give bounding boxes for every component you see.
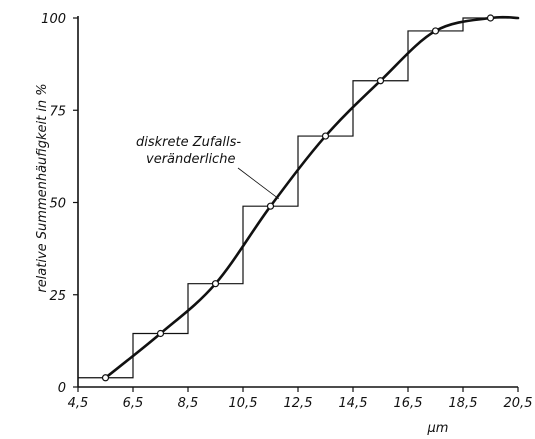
series (78, 15, 520, 380)
annotation-line-1: diskrete Zufalls- (136, 135, 241, 150)
data-point-5 (376, 77, 385, 85)
annotation-line-2: veränderliche (146, 152, 235, 167)
y-tick-label-3: 75 (49, 104, 66, 119)
y-tick-label-2: 50 (49, 197, 66, 212)
x-axis-label: µm (427, 421, 449, 436)
step-series (78, 17, 518, 379)
data-point-1 (156, 329, 165, 338)
x-tick-label-5: 14,5 (339, 396, 368, 411)
y-tick-label-0: 0 (58, 381, 66, 396)
x-tick-label-8: 20,5 (504, 396, 533, 411)
x-tick-label-4: 12,5 (284, 396, 313, 411)
annotation-pointer-0 (237, 167, 279, 200)
y-tick-label-4: 100 (41, 12, 66, 27)
smooth-series (104, 15, 520, 380)
data-point-4 (321, 132, 330, 140)
x-tick-label-2: 8,5 (178, 396, 199, 411)
data-point-6 (431, 27, 440, 35)
x-tick-label-1: 6,5 (123, 396, 144, 411)
x-tick-label-6: 16,5 (394, 396, 423, 411)
y-axis-label: relative Summenhäufigkeit in % (35, 83, 50, 292)
x-tick-label-0: 4,5 (68, 396, 89, 411)
data-point-2 (211, 280, 220, 288)
data-point-7 (486, 14, 495, 22)
markers (101, 14, 495, 382)
x-tick-label-3: 10,5 (229, 396, 258, 411)
annotation: diskrete Zufalls- veränderliche (136, 135, 279, 200)
data-point-3 (266, 202, 275, 210)
ticks: 4,5 6,5 8,5 10,5 12,5 14,5 16,5 18,5 20,5 0 25 50 75… (41, 12, 532, 411)
y-tick-label-1: 25 (49, 289, 66, 304)
x-tick-label-7: 18,5 (449, 396, 478, 411)
data-point-0 (101, 374, 110, 382)
